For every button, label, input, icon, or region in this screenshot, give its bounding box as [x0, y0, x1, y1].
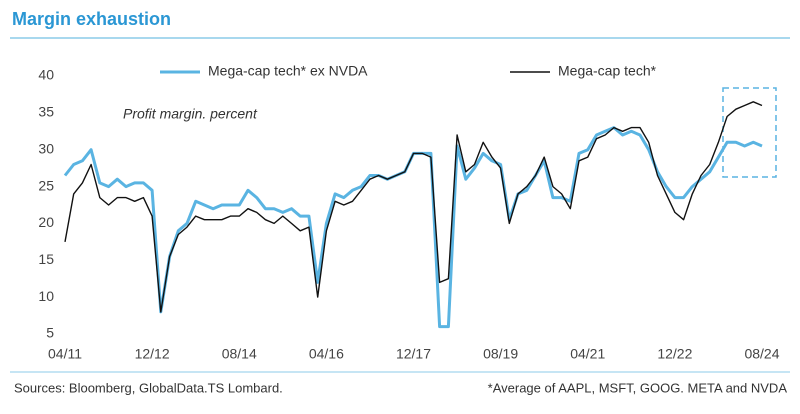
- y-tick-label: 30: [38, 140, 54, 156]
- y-tick-label: 5: [46, 325, 54, 341]
- annotation: Profit margin. percent: [123, 106, 258, 122]
- footnote: *Average of AAPL, MSFT, GOOG. META and N…: [488, 380, 788, 395]
- series-line: [64, 101, 763, 313]
- x-tick-label: 04/21: [570, 346, 605, 362]
- y-tick-label: 40: [38, 67, 54, 83]
- x-tick-label: 12/12: [135, 346, 170, 362]
- x-tick-label: 12/22: [657, 346, 692, 362]
- y-tick-label: 20: [38, 214, 54, 230]
- x-tick-label: 04/16: [309, 346, 344, 362]
- x-tick-label: 08/24: [744, 346, 779, 362]
- source: Sources: Bloomberg, GlobalData.TS Lombar…: [14, 380, 283, 395]
- x-tick-label: 04/11: [48, 346, 82, 362]
- y-tick-label: 25: [38, 177, 54, 193]
- legend-label: Mega-cap tech*: [558, 63, 657, 79]
- y-tick-label: 10: [38, 288, 54, 304]
- legend-label: Mega-cap tech* ex NVDA: [208, 63, 368, 79]
- chart-title: Margin exhaustion: [12, 9, 171, 29]
- highlight-box: [722, 87, 777, 178]
- x-tick-label: 12/17: [396, 346, 431, 362]
- series-line: [63, 126, 763, 329]
- x-tick-label: 08/14: [222, 346, 257, 362]
- y-tick-label: 15: [38, 251, 54, 267]
- y-tick-label: 35: [38, 104, 54, 120]
- x-tick-label: 08/19: [483, 346, 518, 362]
